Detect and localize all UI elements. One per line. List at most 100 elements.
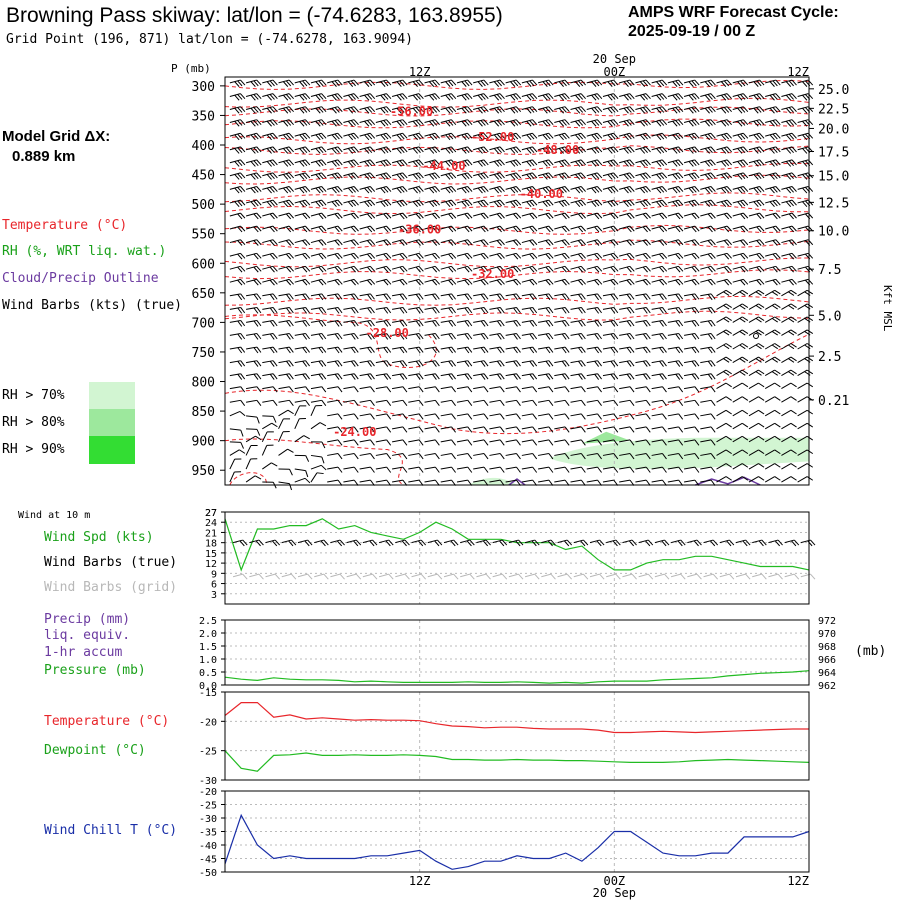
wind-barb-420 xyxy=(619,225,635,233)
wind-barb-326 xyxy=(262,199,278,208)
wind-barb-335 xyxy=(408,199,424,208)
wind-barb-901 xyxy=(246,415,260,424)
wind-barb-569 xyxy=(700,278,716,286)
wind-barb-497 xyxy=(700,252,716,260)
wind-barb-697 xyxy=(440,332,456,340)
wind-barb-644 xyxy=(748,303,765,310)
sfc-wind-barb-7 xyxy=(281,539,297,547)
wind-barb-70 xyxy=(781,93,797,101)
wind-barb-586 xyxy=(392,293,408,301)
wind-barb-216 xyxy=(229,159,246,167)
wind-barb-909 xyxy=(375,413,392,420)
sfc-wind-barb-51 xyxy=(638,539,654,547)
wind-barb-474 xyxy=(327,252,343,260)
wind-barb-542 xyxy=(262,278,278,286)
wind-barb-894 xyxy=(716,396,732,403)
wind-barb-199 xyxy=(537,146,554,154)
wind-barb-472 xyxy=(294,252,311,260)
wind-barb-897 xyxy=(764,396,781,403)
wind-barb-188 xyxy=(359,146,376,154)
wind-barb-1109 xyxy=(700,479,716,486)
wind-barb-115 xyxy=(343,119,359,127)
wind-barb-925 xyxy=(635,413,651,420)
sfc-grid-barb-31 xyxy=(476,573,491,580)
wind-barb-707 xyxy=(602,332,619,340)
wind-barb-679 xyxy=(732,316,749,323)
wind-barb-355 xyxy=(732,199,749,208)
wind-barb-662 xyxy=(456,319,473,327)
wind-barb-1051 xyxy=(343,466,359,473)
wind-barb-744 xyxy=(619,346,635,354)
wind-barb-1093 xyxy=(440,479,456,486)
wind-barb-581 xyxy=(310,293,327,301)
wind-barb-535 xyxy=(732,265,749,273)
wind-barb-47 xyxy=(408,93,424,101)
wind-barb-828 xyxy=(229,386,246,393)
wind-barb-495 xyxy=(667,252,684,260)
wind-barb-49 xyxy=(440,93,457,101)
wind-barb-666 xyxy=(521,319,538,327)
wind-barb-844 xyxy=(489,386,505,393)
wind-barb-956 xyxy=(554,426,570,433)
wind-barb-471 xyxy=(278,252,294,260)
wind-panel-ytick-2: 9 xyxy=(211,569,217,580)
wind-barb-913 xyxy=(440,413,456,420)
wind-barb-978 xyxy=(327,439,343,446)
wind-barb-625 xyxy=(440,306,456,314)
wind-barb-305 xyxy=(505,186,522,194)
wind-barb-1001 xyxy=(700,439,716,446)
wind-barb-274 xyxy=(586,172,603,180)
wind-barb-1016 xyxy=(359,453,375,460)
wind-barb-982 xyxy=(392,439,408,446)
wind-barb-798 xyxy=(327,373,343,380)
wind-barb-207 xyxy=(667,146,684,154)
wind-barb-482 xyxy=(456,252,473,260)
wind-barb-824 xyxy=(748,369,765,377)
wind-barb-10 xyxy=(391,79,408,87)
wind-barb-230 xyxy=(456,159,473,167)
wind-barb-6 xyxy=(327,79,343,87)
wind-barb-362 xyxy=(262,212,278,220)
wind-barb-687 xyxy=(278,332,294,340)
wind-barb-889 xyxy=(635,399,651,406)
wind-barb-1113 xyxy=(764,476,781,483)
sfc-wind-barb-5 xyxy=(265,539,281,547)
wind-barb-76 xyxy=(294,106,311,114)
wind-barb-822 xyxy=(716,369,732,377)
wind-barb-22 xyxy=(586,79,603,87)
wind-barb-779 xyxy=(602,360,619,367)
wind-barb-934 xyxy=(781,409,797,417)
wind-barb-383 xyxy=(602,212,619,220)
wind-barb-635 xyxy=(602,306,619,314)
sfc-grid-barb-17 xyxy=(362,573,378,580)
wind-barb-650 xyxy=(262,319,278,327)
wind-barb-306 xyxy=(521,186,538,194)
wind-barb-775 xyxy=(538,360,554,367)
wind-barb-689 xyxy=(310,332,327,340)
pressure-right-tick-3: 968 xyxy=(818,642,836,653)
wind-barb-990 xyxy=(521,439,538,446)
wind-barb-636 xyxy=(619,306,635,314)
top-panel-frame xyxy=(224,76,810,486)
precip-panel-ytick-4: 2.0 xyxy=(199,629,217,640)
wind-barb-312 xyxy=(619,186,635,194)
wind-barb-1035 xyxy=(667,453,684,460)
wind-barb-839 xyxy=(408,386,424,393)
wind-barb-975 xyxy=(278,430,290,443)
wind-barb-765 xyxy=(375,360,392,367)
wind-barb-1039 xyxy=(732,449,749,456)
wind-barb-769 xyxy=(440,360,456,367)
wind-barb-142 xyxy=(781,119,797,127)
wind-barb-601 xyxy=(635,293,651,301)
wind-barb-39 xyxy=(278,93,294,101)
wind-barb-710 xyxy=(651,332,667,340)
wind-barb-609 xyxy=(764,289,781,297)
wind-barb-406 xyxy=(391,225,408,233)
wind-barb-523 xyxy=(537,265,554,273)
wind-barb-936 xyxy=(229,428,244,437)
height-tick-label-1: 22.5 xyxy=(818,102,849,117)
wind-barb-1044 xyxy=(229,458,242,470)
wind-barb-693 xyxy=(375,332,392,340)
wind-barb-0 xyxy=(229,79,246,87)
wind-barb-987 xyxy=(473,439,489,446)
